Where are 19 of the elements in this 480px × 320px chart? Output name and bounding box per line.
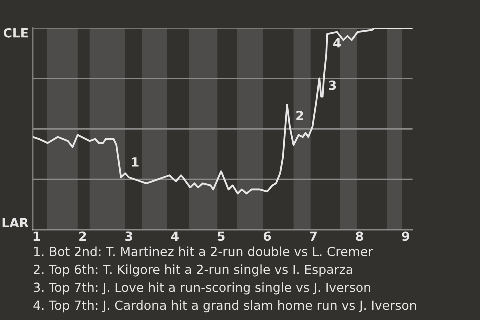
x-tick-label: 1: [34, 232, 40, 241]
annotation: 4: [334, 38, 342, 48]
text: LAR: [2, 218, 29, 228]
x-tick-label: 4: [171, 232, 179, 241]
text: 1. Bot 2nd: T. Martinez hit a 2-run double vs L. Cremer: [34, 246, 374, 256]
annotation: 2: [296, 111, 304, 120]
text: 2. Top 6th: T. Kilgore hit a 2-run single vs I. Esparza: [34, 264, 352, 277]
x-tick-label: 7: [310, 232, 317, 241]
annotation: 1: [132, 158, 139, 167]
text: 3. Top 7th: J. Love hit a run-scoring single vs J. Iverson: [34, 282, 370, 295]
x-tick-label: 9: [402, 232, 410, 242]
x-tick-label: 6: [264, 232, 272, 242]
x-tick-label: 3: [126, 232, 132, 242]
text: CLE: [4, 28, 28, 38]
x-tick-label: 5: [218, 232, 225, 242]
x-tick-label: 2: [80, 232, 86, 241]
x-tick-label: 8: [356, 232, 364, 242]
text: 4. Top 7th: J. Cardona hit a grand slam home run vs J. Iverson: [34, 300, 416, 313]
annotation: 3: [329, 80, 336, 90]
